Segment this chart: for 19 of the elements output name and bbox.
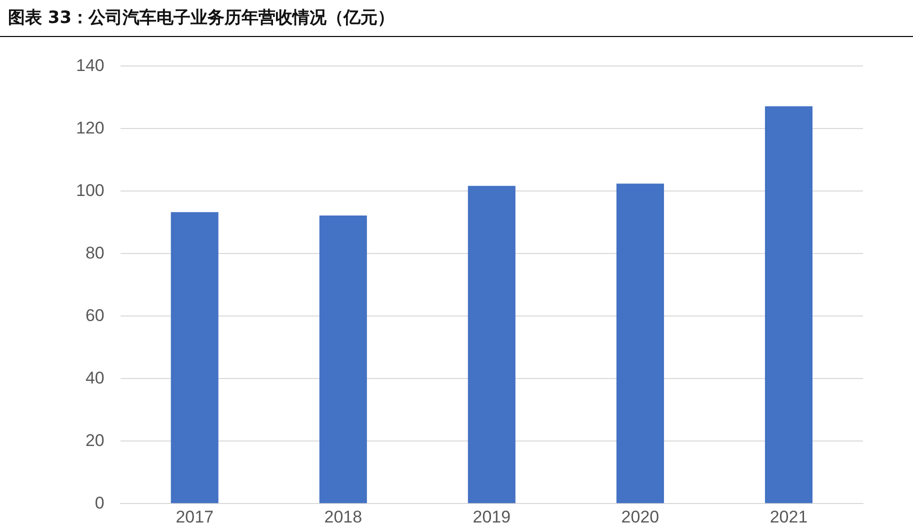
- x-tick-label: 2020: [621, 507, 660, 526]
- y-tick-label: 20: [85, 430, 104, 450]
- x-tick-label: 2018: [324, 507, 362, 526]
- bar: [319, 216, 367, 504]
- x-tick-label: 2021: [770, 507, 808, 526]
- y-tick-label: 80: [85, 243, 104, 262]
- y-tick-label: 100: [76, 180, 104, 200]
- bar: [616, 184, 664, 504]
- y-tick-label: 40: [85, 368, 104, 388]
- bar: [170, 212, 218, 504]
- bar: [764, 106, 812, 504]
- y-tick-label: 120: [76, 118, 104, 138]
- y-tick-label: 0: [94, 493, 104, 512]
- chart-title: 图表 33：公司汽车电子业务历年营收情况（亿元）: [8, 7, 395, 29]
- x-tick-label: 2017: [176, 507, 214, 526]
- y-tick-label: 140: [76, 56, 104, 75]
- y-tick-label: 60: [85, 306, 104, 325]
- bar: [468, 186, 516, 504]
- x-tick-label: 2019: [472, 507, 511, 526]
